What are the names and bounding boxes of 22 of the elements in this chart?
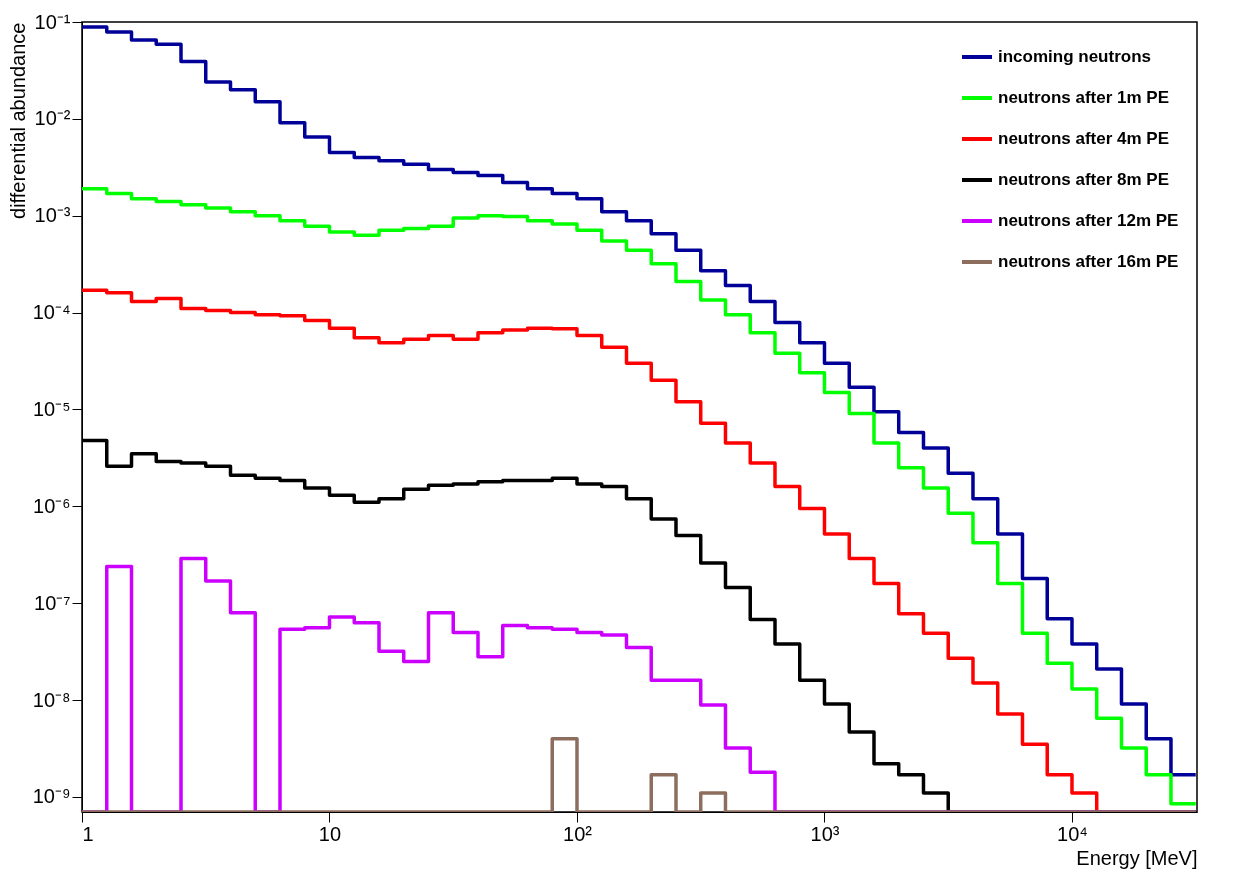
x-tick-label: 10⁴ xyxy=(1057,822,1088,845)
legend-label: neutrons after 1m PE xyxy=(998,88,1169,107)
y-tick-label: 10⁻⁷ xyxy=(34,591,71,614)
legend-label: neutrons after 16m PE xyxy=(998,252,1179,271)
y-tick-label: 10⁻⁹ xyxy=(32,785,71,808)
y-tick-label: 10⁻³ xyxy=(34,204,71,227)
y-tick-label: 10⁻⁸ xyxy=(32,688,71,711)
legend-label: neutrons after 4m PE xyxy=(998,129,1169,148)
y-tick-label: 10⁻⁵ xyxy=(32,398,71,420)
y-tick-label: 10⁻² xyxy=(34,107,71,130)
x-tick-label: 1 xyxy=(82,822,94,845)
legend-label: neutrons after 12m PE xyxy=(998,211,1179,230)
y-tick-label: 10⁻¹ xyxy=(34,10,71,33)
y-tick-label: 10⁻⁶ xyxy=(33,494,71,517)
x-tick-label: 10 xyxy=(318,822,342,845)
x-tick-label: 10³ xyxy=(810,822,840,845)
y-axis-title: differential abundance xyxy=(6,22,29,219)
legend-label: incoming neutrons xyxy=(998,47,1151,66)
x-axis-title: Energy [MeV] xyxy=(1076,846,1198,869)
y-tick-label: 10⁻⁴ xyxy=(32,301,71,324)
legend-label: neutrons after 8m PE xyxy=(998,170,1169,189)
x-tick-label: 10² xyxy=(563,822,593,845)
